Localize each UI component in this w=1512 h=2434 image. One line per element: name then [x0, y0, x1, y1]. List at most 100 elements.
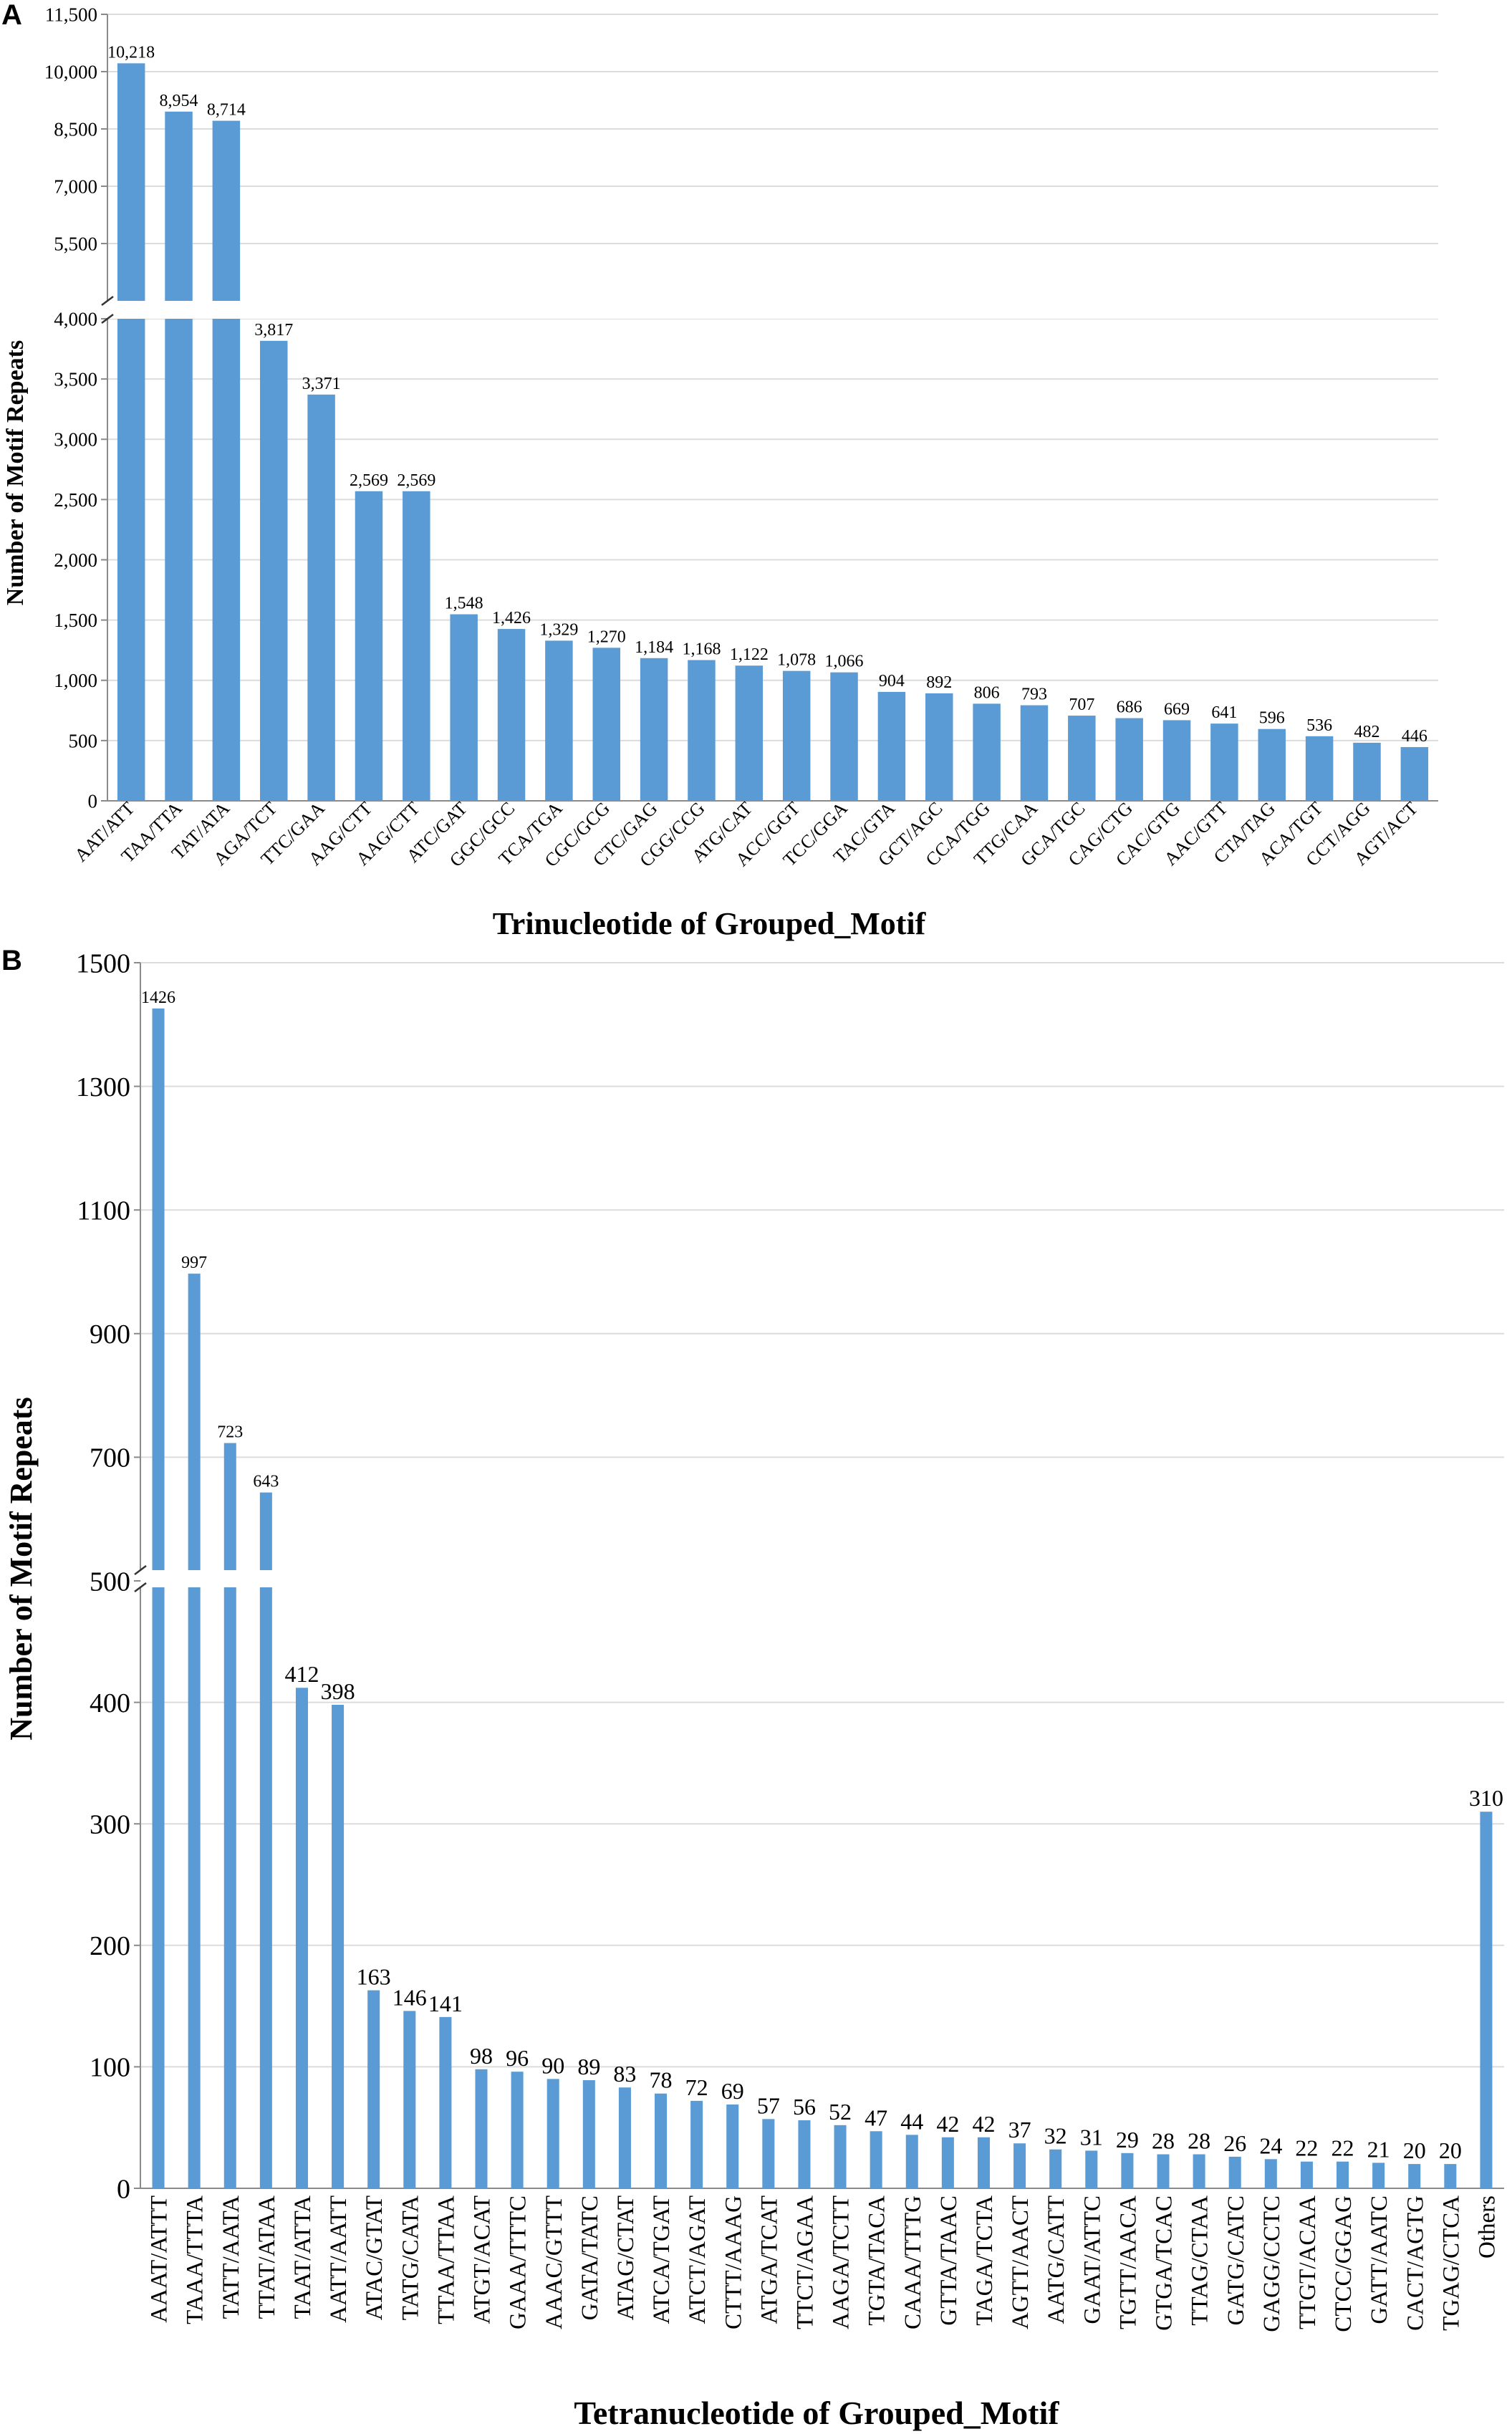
x-tick-label: ATGA/TCAT [756, 2195, 782, 2324]
x-tick-label: GAGG/CCTC [1259, 2195, 1285, 2332]
x-tick-label: TTGT/ACAA [1295, 2195, 1321, 2329]
data-label: 47 [865, 2105, 887, 2130]
data-label: 163 [357, 1964, 391, 1990]
data-label: 1,168 [682, 640, 721, 658]
data-label: 44 [900, 2108, 923, 2134]
bar [188, 1274, 201, 2188]
bar [545, 640, 573, 801]
x-tick-label: ATGT/ACAT [470, 2195, 496, 2324]
bar [1210, 723, 1238, 801]
data-label: 892 [926, 673, 952, 692]
y-tick-label: 1500 [76, 948, 130, 978]
data-label: 52 [829, 2099, 852, 2125]
data-label: 72 [685, 2074, 708, 2100]
bar [546, 2079, 559, 2188]
bar [762, 2119, 775, 2188]
data-label: 1,329 [539, 620, 578, 639]
data-label: 723 [217, 1423, 243, 1442]
data-label: 398 [321, 1678, 355, 1704]
x-tick-label: Others [1474, 2195, 1500, 2259]
y-tick-label: 10,000 [44, 61, 97, 82]
bar [165, 111, 193, 801]
bar [782, 670, 811, 801]
y-axis-title: Number of Motif Repeats [2, 340, 29, 605]
data-label: 20 [1439, 2137, 1462, 2163]
data-label: 31 [1080, 2124, 1103, 2150]
data-label: 707 [1069, 696, 1094, 714]
data-label: 57 [757, 2092, 780, 2118]
data-label: 643 [253, 1473, 279, 1491]
axis-break-mark [101, 314, 114, 324]
x-tick-label: GTGA/TCAC [1152, 2195, 1178, 2331]
data-label: 78 [650, 2067, 673, 2093]
data-label: 806 [974, 683, 1000, 702]
bar [977, 2137, 990, 2188]
x-tick-label: TAGA/TCTA [972, 2195, 998, 2326]
bar [1353, 742, 1381, 801]
bar [618, 2087, 631, 2188]
bar [798, 2120, 811, 2188]
data-label: 536 [1306, 716, 1332, 735]
x-tick-label: TTAG/CTAA [1188, 2195, 1213, 2326]
data-label: 146 [393, 1984, 427, 2010]
y-axis-title: Number of Motif Repeats [4, 1397, 39, 1740]
x-tick-label: TGTA/TACA [865, 2195, 890, 2326]
bar [877, 691, 906, 801]
bar [117, 63, 145, 802]
data-label: 2,569 [397, 471, 435, 490]
bar [690, 2100, 703, 2188]
data-label: 20 [1403, 2137, 1426, 2163]
bar [1085, 2150, 1098, 2188]
data-label: 1,184 [635, 638, 673, 657]
bar [1068, 716, 1096, 801]
bar [259, 1492, 272, 2188]
y-tick-label: 5,500 [54, 233, 97, 254]
data-label: 10,218 [107, 43, 155, 62]
bar [367, 1990, 380, 2188]
x-tick-label: TGAG/CTCA [1438, 2195, 1464, 2331]
x-tick-label: GAAA/TTTC [506, 2195, 531, 2329]
x-tick-label: AAAC/GTTT [541, 2195, 567, 2329]
data-label: 28 [1188, 2128, 1210, 2154]
x-tick-label: AATT/AATT [326, 2195, 352, 2323]
data-label: 37 [1008, 2117, 1031, 2142]
data-label: 8,714 [207, 101, 246, 120]
data-label: 641 [1211, 703, 1237, 722]
data-label: 686 [1117, 698, 1142, 717]
bar [1300, 2161, 1313, 2188]
data-label: 22 [1295, 2135, 1318, 2161]
bar [1444, 2164, 1457, 2188]
panel-label-b: B [1, 945, 22, 976]
bar [403, 2011, 416, 2188]
data-label: 98 [470, 2043, 493, 2069]
bar [726, 2104, 739, 2188]
axis-break-mark [134, 1565, 147, 1575]
data-label: 28 [1152, 2128, 1175, 2154]
data-label: 596 [1259, 709, 1285, 728]
bar [1020, 705, 1049, 801]
data-label: 32 [1044, 2123, 1067, 2149]
bar [355, 491, 383, 801]
bar [1258, 728, 1286, 801]
bar [640, 658, 668, 801]
bar [1121, 2152, 1134, 2188]
y-tick-label: 2,500 [54, 489, 97, 511]
y-tick-label: 8,500 [54, 118, 97, 140]
data-label: 1,270 [587, 627, 626, 646]
y-tick-label: 200 [90, 1931, 130, 1961]
y-tick-label: 11,500 [45, 4, 97, 25]
data-label: 669 [1164, 700, 1190, 718]
bar [1193, 2154, 1205, 2188]
data-label: 8,954 [160, 92, 198, 110]
bar [475, 2069, 488, 2188]
y-tick-label: 1,500 [54, 610, 97, 631]
data-label: 2,569 [350, 471, 388, 490]
x-tick-label: CTCC/GGAG [1331, 2195, 1357, 2332]
y-tick-label: 1100 [77, 1196, 130, 1226]
x-tick-label: ATCT/AGAT [685, 2195, 711, 2324]
y-tick-label: 1300 [76, 1072, 130, 1102]
bar [735, 665, 764, 801]
data-label: 904 [879, 672, 905, 691]
bar [307, 394, 335, 801]
data-label: 3,817 [254, 321, 293, 340]
